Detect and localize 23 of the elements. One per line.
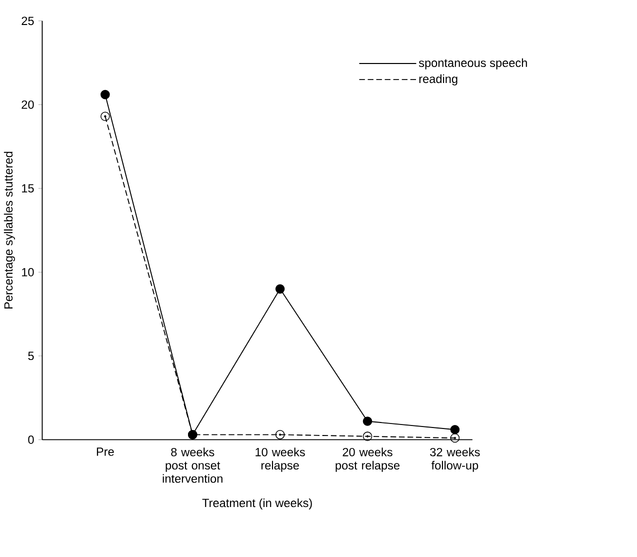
y-tick-label: 5: [28, 352, 34, 360]
y-tick-label: 0: [28, 436, 34, 444]
point: [100, 90, 110, 100]
point: [450, 425, 460, 435]
x-tick-label: 32 weeks follow-up: [430, 448, 480, 472]
x-tick-label: 20 weeks post relapse: [336, 448, 400, 472]
point: [362, 416, 372, 426]
point: [275, 430, 285, 440]
x-tick-label: Pre: [96, 448, 114, 456]
y-axis-title: Percentage syllables stuttered: [4, 152, 15, 309]
legend-label: reading: [419, 74, 458, 86]
point: [362, 432, 372, 442]
y-tick-label: 25: [22, 16, 34, 26]
point: [100, 112, 110, 122]
y-tick-label: 15: [22, 184, 34, 193]
y-tick-label: 20: [22, 100, 34, 110]
y-tick-label: 10: [22, 268, 34, 277]
point: [450, 434, 460, 443]
x-tick-label: 10 weeks relapse: [256, 448, 305, 472]
legend-label: spontaneous speech: [418, 58, 527, 70]
x-tick-label: 8 weeks post onset intervention: [162, 448, 222, 484]
point: [275, 284, 285, 294]
x-axis-title: Treatment (in weeks): [202, 498, 312, 510]
